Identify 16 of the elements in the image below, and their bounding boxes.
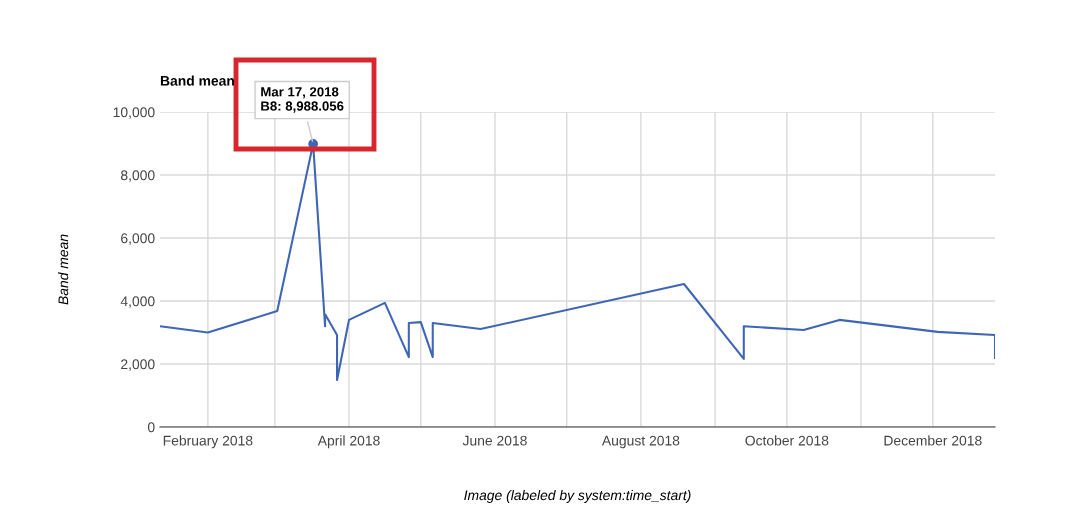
x-tick-label: August 2018 [601,435,680,449]
chart-title: Band mean [160,75,234,86]
x-tick-label: February 2018 [163,435,253,449]
y-tick-label: 0 [147,422,155,433]
y-tick-label: 4,000 [120,296,155,308]
y-tick-label: 8,000 [120,170,155,182]
x-axis-title: Image (labeled by system:time_start) [464,489,691,503]
y-tick-label: 10,000 [113,107,155,119]
y-axis-title: Band mean [58,234,69,305]
y-tick-label: 2,000 [121,359,155,371]
y-tick-label: 6,000 [121,233,155,245]
x-tick-label: April 2018 [317,435,380,449]
x-tick-label: December 2018 [884,435,982,446]
x-tick-label: October 2018 [745,435,829,446]
x-tick-label: June 2018 [462,435,527,446]
annotation: Mar 17, 2018 B8: 8,988.056 [261,87,344,113]
